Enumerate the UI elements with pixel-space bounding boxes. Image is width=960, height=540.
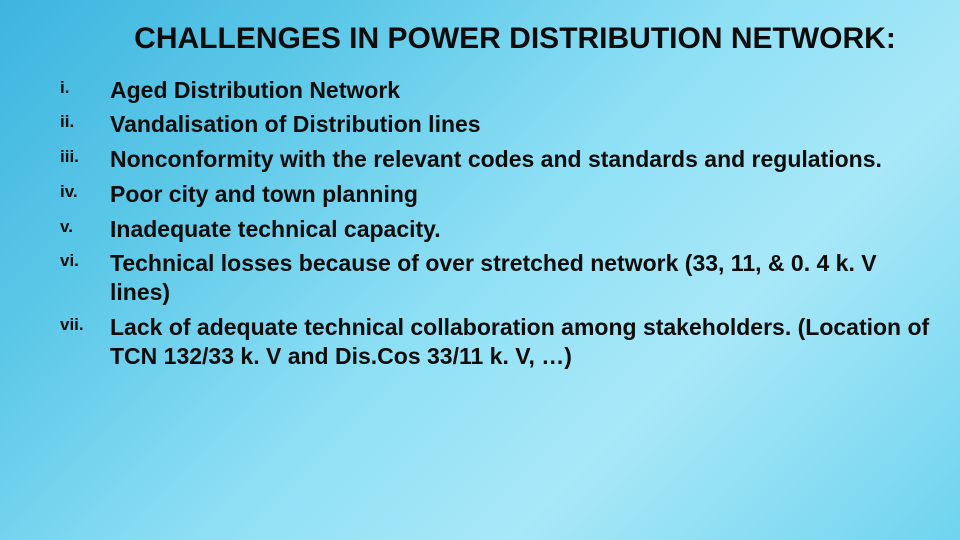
list-marker: vii. — [60, 313, 110, 335]
list-text: Poor city and town planning — [110, 180, 930, 209]
list-text: Lack of adequate technical collaboration… — [110, 313, 930, 371]
list-text: Aged Distribution Network — [110, 76, 930, 105]
slide: CHALLENGES IN POWER DISTRIBUTION NETWORK… — [0, 0, 960, 540]
list-item: v. Inadequate technical capacity. — [60, 215, 930, 244]
list-marker: vi. — [60, 249, 110, 271]
list-text: Technical losses because of over stretch… — [110, 249, 930, 307]
list-marker: ii. — [60, 110, 110, 132]
list-marker: v. — [60, 215, 110, 237]
list-marker: iii. — [60, 145, 110, 167]
list-text: Inadequate technical capacity. — [110, 215, 930, 244]
list-marker: iv. — [60, 180, 110, 202]
list-text: Vandalisation of Distribution lines — [110, 110, 930, 139]
slide-title: CHALLENGES IN POWER DISTRIBUTION NETWORK… — [100, 20, 930, 58]
list-item: i. Aged Distribution Network — [60, 76, 930, 105]
challenge-list: i. Aged Distribution Network ii. Vandali… — [60, 76, 930, 371]
list-item: vi. Technical losses because of over str… — [60, 249, 930, 307]
list-item: ii. Vandalisation of Distribution lines — [60, 110, 930, 139]
list-item: vii. Lack of adequate technical collabor… — [60, 313, 930, 371]
list-marker: i. — [60, 76, 110, 98]
list-item: iv. Poor city and town planning — [60, 180, 930, 209]
list-text: Nonconformity with the relevant codes an… — [110, 145, 930, 174]
list-item: iii. Nonconformity with the relevant cod… — [60, 145, 930, 174]
